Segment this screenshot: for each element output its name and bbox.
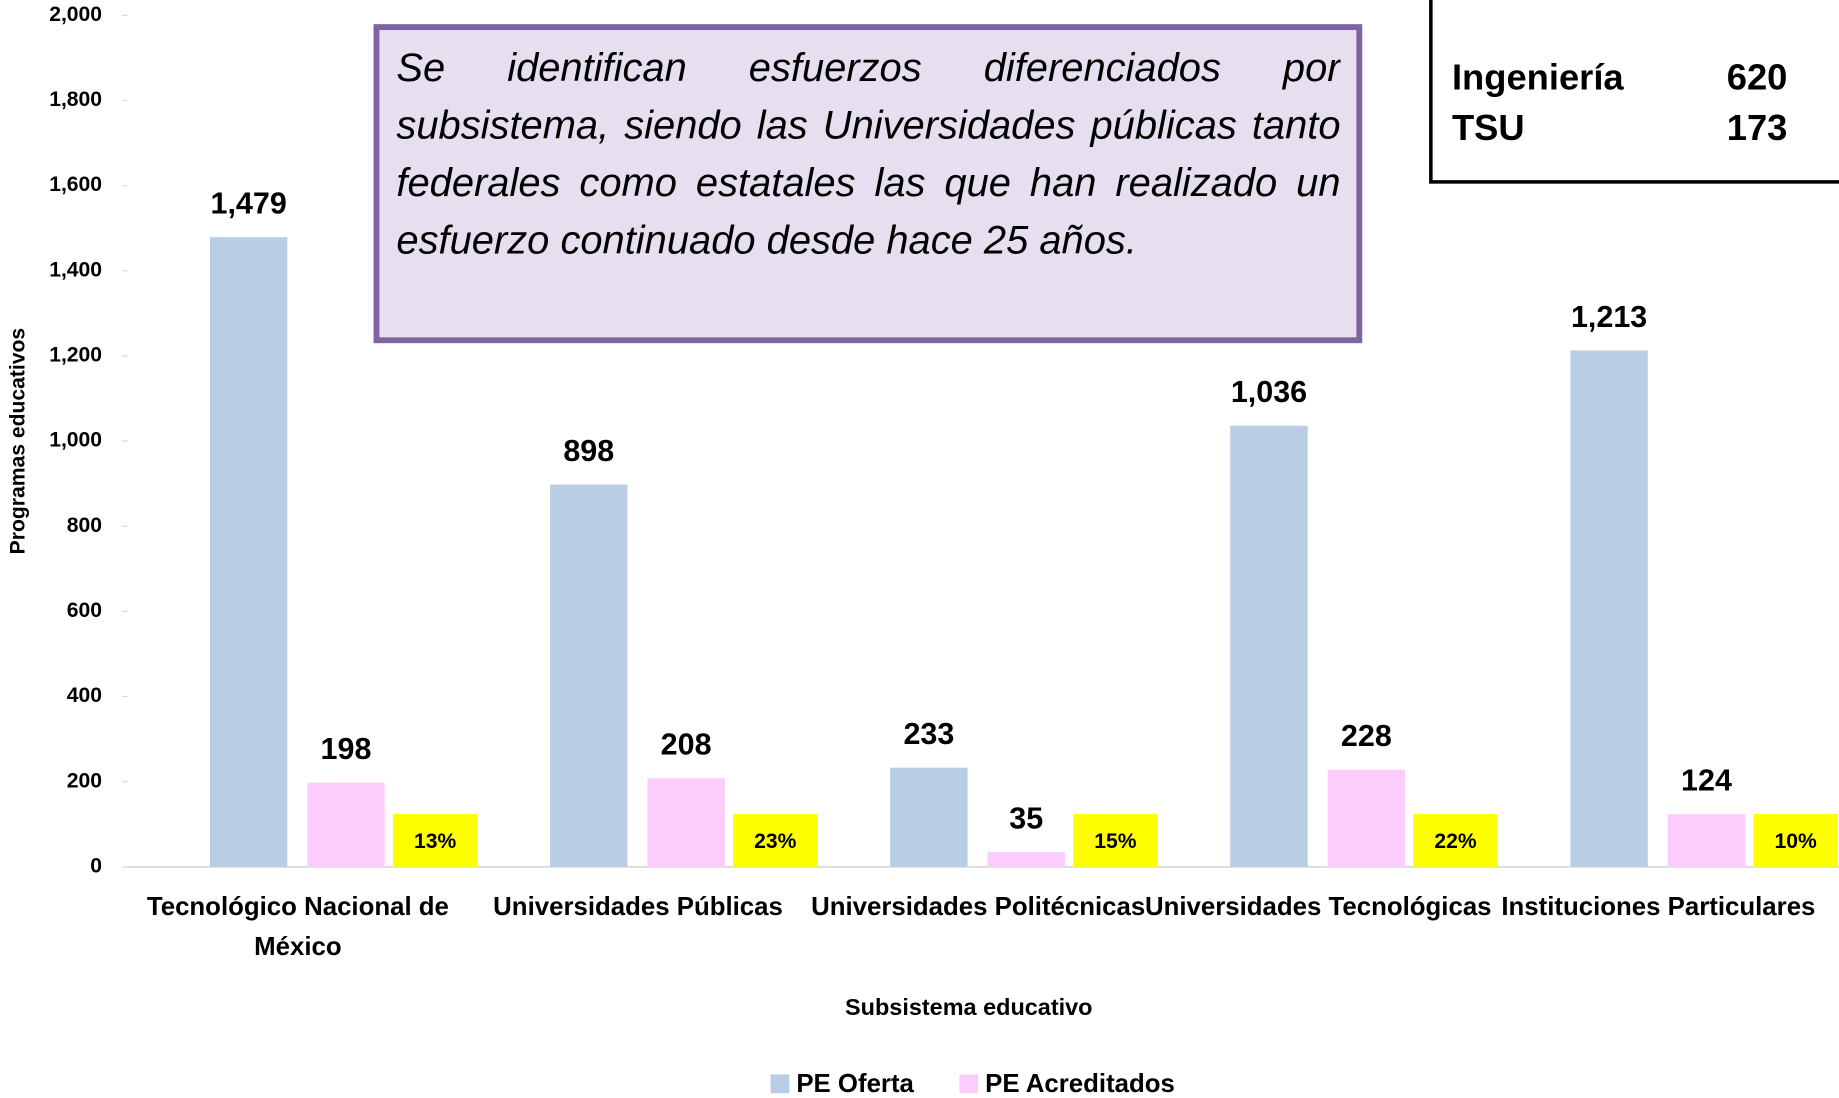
data-label: 898 [563, 434, 614, 468]
x-tick-label: Tecnológico Nacional de México [146, 891, 449, 961]
bar [307, 782, 385, 867]
y-tick-label: 2,000 [49, 3, 102, 26]
y-tick-label: 1,200 [49, 344, 102, 367]
y-tick-label: 0 [90, 854, 102, 877]
x-tick-label: Universidades Públicas [493, 891, 783, 921]
share-box [1073, 814, 1158, 867]
data-label: 233 [903, 717, 954, 751]
x-tick-holder: Instituciones Particulares [1501, 891, 1816, 921]
share-box [1753, 814, 1838, 867]
bar [1230, 425, 1308, 867]
y-tick-label: 200 [67, 769, 102, 792]
y-tick-label: 800 [67, 514, 102, 537]
bar [209, 237, 288, 867]
data-label: 1,213 [1571, 300, 1647, 334]
y-tick-label: 1,000 [49, 429, 102, 452]
inset-box [1429, 0, 1839, 184]
bar [647, 778, 725, 867]
inset-value: 620 [1727, 56, 1788, 97]
share-label: 22% [1434, 830, 1476, 853]
y-axis-label: Programas educativos [6, 328, 29, 554]
share-label: 15% [1094, 830, 1136, 853]
legend-swatch [959, 1074, 979, 1094]
annotation: Se identifican esfuerzos diferenciados p… [396, 45, 1341, 263]
inset-label: Ingeniería [1452, 56, 1624, 97]
bar [1570, 350, 1648, 867]
annotation-holder: Se identifican esfuerzos diferenciados p… [396, 45, 1341, 263]
share-box [392, 814, 478, 867]
x-tick-holder: Tecnológico Nacional de México [146, 891, 449, 961]
y-tick-label: 400 [67, 684, 102, 707]
legend-swatch [770, 1074, 790, 1094]
data-label: 1,479 [210, 187, 286, 221]
data-label: 35 [1009, 801, 1043, 835]
bar [987, 851, 1065, 867]
data-label: 1,036 [1231, 375, 1307, 409]
bar [550, 484, 628, 867]
share-box [1413, 814, 1498, 867]
x-tick-holder: Universidades Tecnológicas [1144, 891, 1492, 921]
x-axis-label: Subsistema educativo [845, 994, 1092, 1020]
y-tick-label: 1,800 [49, 88, 102, 111]
x-tick-label: Instituciones Particulares [1501, 891, 1816, 921]
x-tick-holder: Universidades Politécnicas [811, 891, 1146, 921]
bar [1667, 814, 1746, 867]
bar [890, 767, 968, 867]
x-tick-holder: Universidades Públicas [493, 891, 783, 921]
y-tick-label: 1,600 [49, 173, 102, 196]
x-tick-label: Universidades Politécnicas [811, 891, 1146, 921]
data-label: 124 [1681, 763, 1732, 797]
bar [1327, 769, 1406, 867]
share-label: 10% [1774, 830, 1816, 853]
x-tick-label: Universidades Tecnológicas [1144, 891, 1492, 921]
inset-label: TSU [1452, 107, 1525, 148]
share-label: 13% [414, 830, 456, 853]
data-label: 208 [661, 728, 712, 762]
y-tick-label: 600 [67, 599, 102, 622]
share-label: 23% [754, 830, 796, 853]
legend-label: PE Acreditados [985, 1070, 1175, 1098]
data-label: 198 [321, 732, 372, 766]
annotation-box [373, 24, 1363, 344]
share-box [733, 814, 818, 867]
legend-label: PE Oferta [796, 1070, 914, 1098]
inset-value: 173 [1727, 107, 1788, 148]
data-label: 228 [1341, 719, 1392, 753]
y-tick-label: 1,400 [49, 258, 102, 281]
